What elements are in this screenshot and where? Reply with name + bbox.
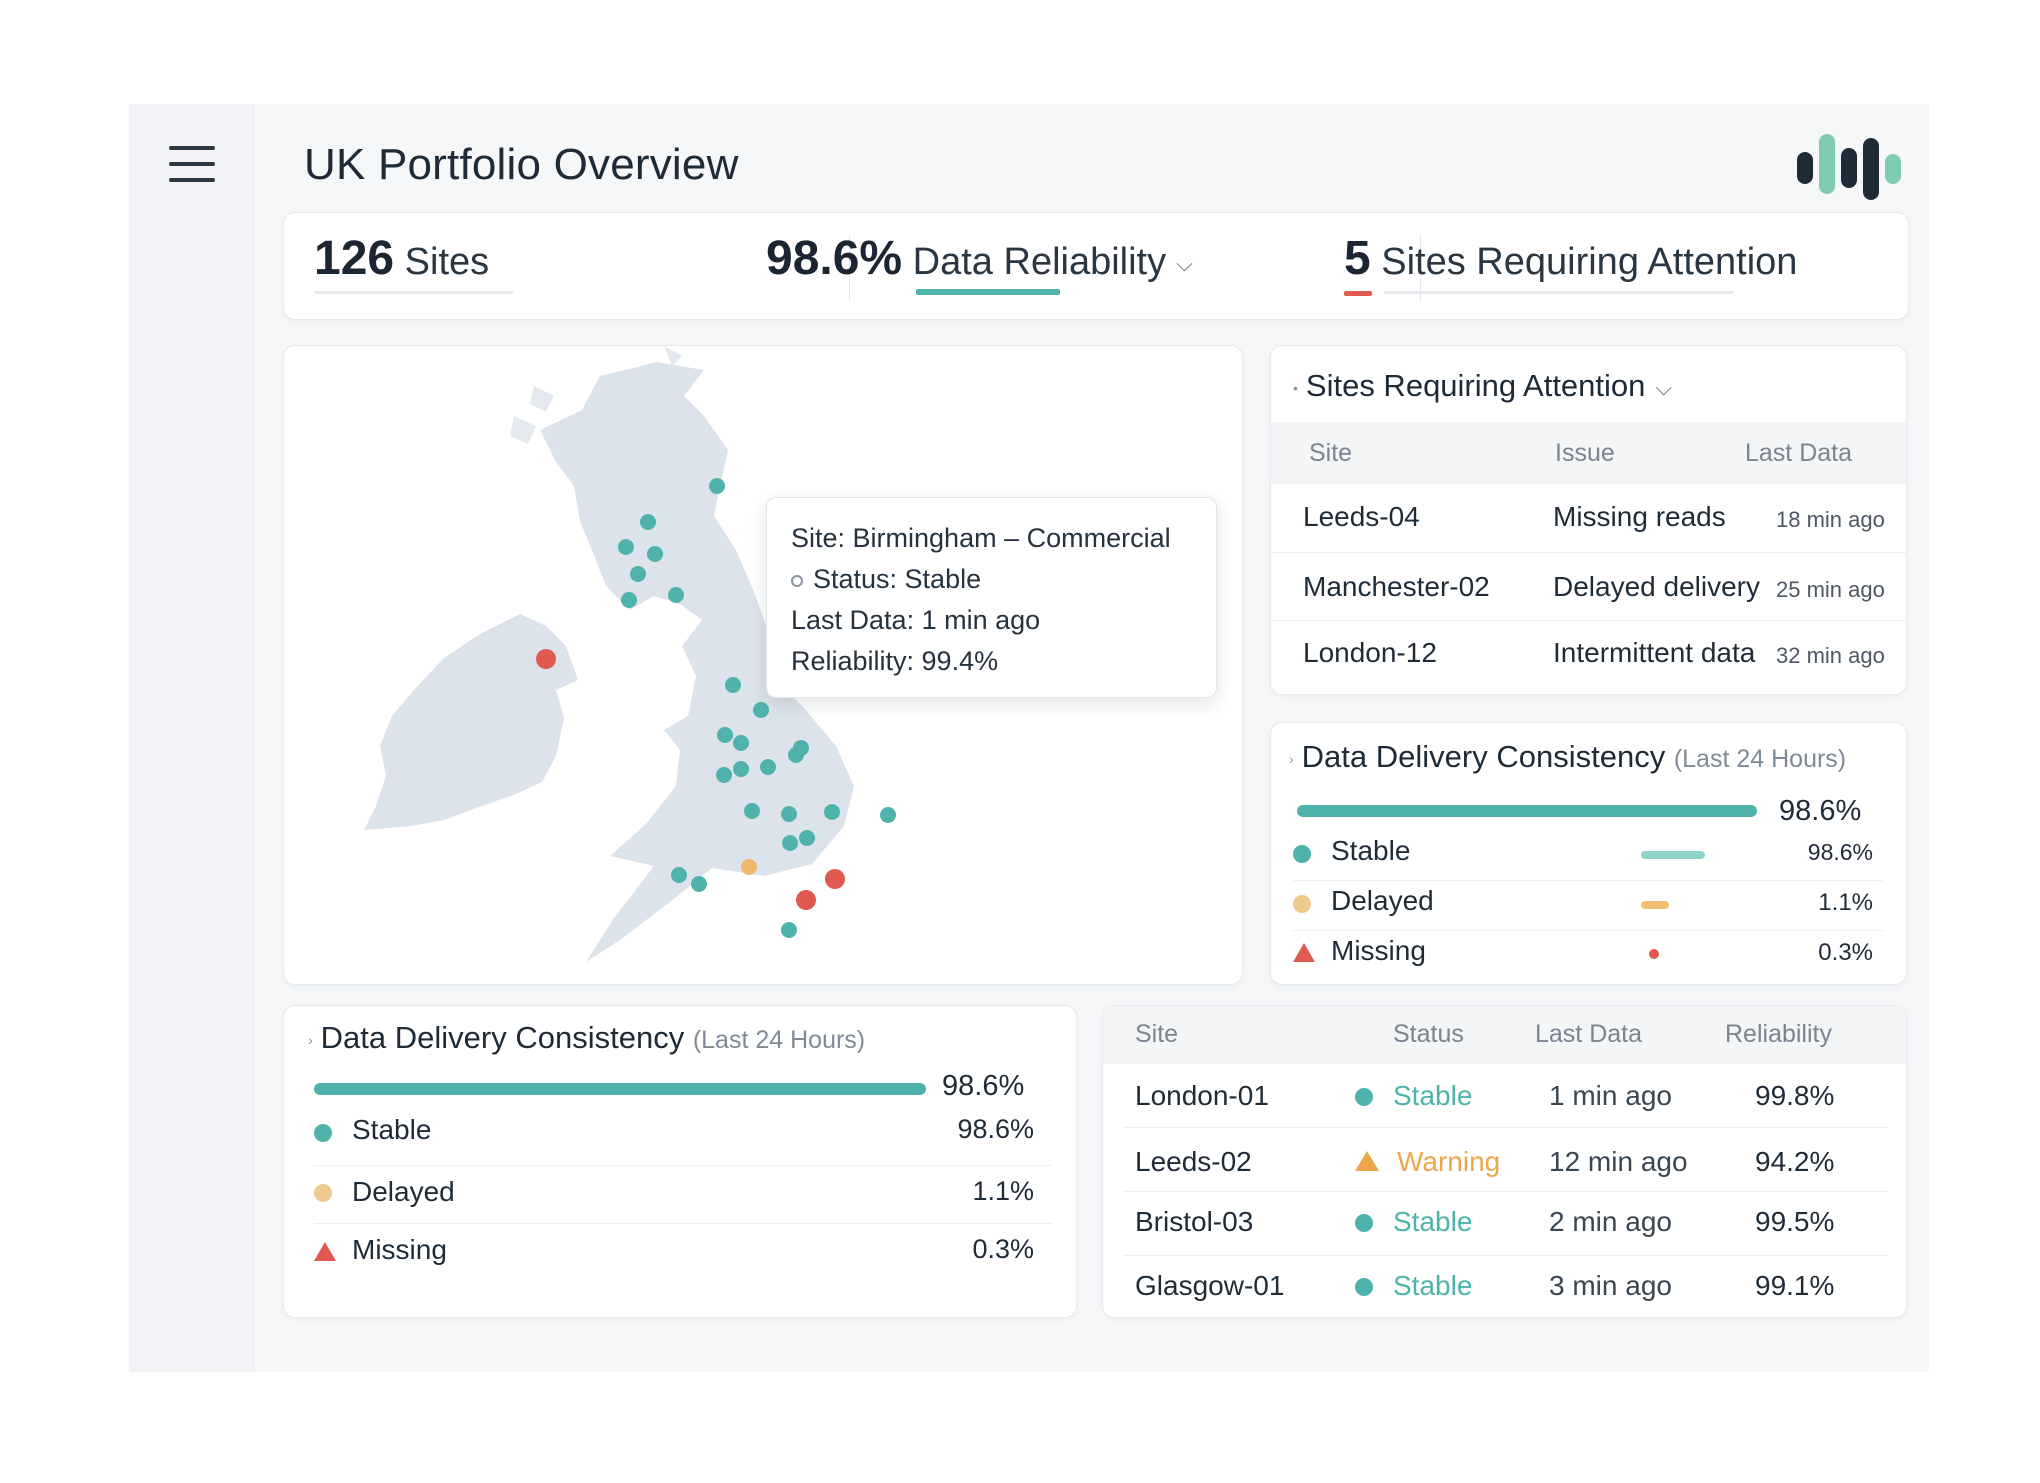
bullet-icon: •	[1293, 379, 1298, 396]
table-row[interactable]: London-01 Stable 1 min ago 99.8%	[1123, 1064, 1888, 1128]
legend-row-delayed: Delayed 1.1%	[314, 1166, 1052, 1224]
site-marker-stable[interactable]	[717, 727, 733, 743]
site-marker-stable[interactable]	[621, 592, 637, 608]
site-marker-stable[interactable]	[781, 922, 797, 938]
warning-triangle-icon	[314, 1242, 336, 1261]
chevron-down-icon[interactable]: ⌵	[1655, 374, 1673, 400]
consistency-title[interactable]: › Data Delivery Consistency (Last 24 Hour…	[308, 1020, 866, 1055]
site-marker-stable[interactable]	[788, 747, 804, 763]
attention-panel: • Sites Requiring Attention ⌵ Site Issue L…	[1270, 345, 1907, 695]
site-marker-stable[interactable]	[824, 804, 840, 820]
tooltip-status: Status: Stable	[791, 559, 1192, 600]
legend-row-delayed: Delayed 1.1%	[1293, 881, 1883, 931]
site-marker-stable[interactable]	[671, 867, 687, 883]
kpi-bar: 126 Sites 98.6% Data Reliability ⌵ 5 Site…	[283, 212, 1909, 320]
stable-dot-icon	[1355, 1214, 1373, 1232]
stable-dot-icon	[314, 1124, 332, 1142]
chevron-right-icon[interactable]: ›	[1289, 750, 1294, 767]
dashboard-app: UK Portfolio Overview 126 Sites 98.6% Da…	[129, 104, 1929, 1372]
kpi-sites: 126 Sites	[314, 232, 490, 285]
site-marker-stable[interactable]	[753, 702, 769, 718]
legend-row-stable: Stable 98.6%	[1293, 831, 1883, 881]
site-marker-stable[interactable]	[691, 876, 707, 892]
site-marker-stable[interactable]	[709, 478, 725, 494]
delayed-dot-icon	[314, 1184, 332, 1202]
site-marker-stable[interactable]	[799, 830, 815, 846]
table-row[interactable]: Manchester-02 Delayed delivery 25 min ag…	[1271, 553, 1906, 621]
site-marker-stable[interactable]	[668, 587, 684, 603]
site-marker-stable[interactable]	[640, 514, 656, 530]
overall-progress-bar	[314, 1083, 926, 1095]
stable-dot-icon	[1355, 1088, 1373, 1106]
map-tooltip: Site: Birmingham – Commercial Status: St…	[766, 497, 1217, 698]
table-row[interactable]: Glasgow-01 Stable 3 min ago 99.1%	[1135, 1270, 1835, 1301]
tooltip-reliability: Reliability: 99.4%	[791, 646, 999, 676]
site-marker-stable[interactable]	[647, 546, 663, 562]
site-marker-missing[interactable]	[825, 869, 845, 889]
bars-logo-icon	[1797, 134, 1901, 200]
site-marker-stable[interactable]	[630, 566, 646, 582]
tooltip-site: Site: Birmingham – Commercial	[791, 523, 1171, 553]
sidebar	[129, 104, 254, 1372]
delayed-mini-bar	[1641, 901, 1669, 909]
site-marker-stable[interactable]	[760, 759, 776, 775]
great-britain-landmass	[540, 362, 854, 962]
legend-row-missing: Missing 0.3%	[314, 1224, 1052, 1284]
stable-dot-icon	[1293, 845, 1311, 863]
consistency-panel-left: › Data Delivery Consistency (Last 24 Hour…	[283, 1005, 1077, 1318]
stable-mini-bar	[1641, 851, 1705, 859]
consistency-title[interactable]: › Data Delivery Consistency (Last 24 Hour…	[1289, 739, 1847, 774]
kpi-reliability[interactable]: 98.6% Data Reliability ⌵	[766, 232, 1193, 285]
site-marker-stable[interactable]	[744, 803, 760, 819]
overall-progress-bar	[1297, 805, 1757, 817]
chevron-down-icon[interactable]: ⌵	[1176, 250, 1193, 276]
hamburger-menu-icon[interactable]	[169, 146, 215, 182]
table-row[interactable]: Leeds-04 Missing reads 18 min ago	[1271, 485, 1906, 553]
site-marker-stable[interactable]	[782, 835, 798, 851]
site-marker-stable[interactable]	[733, 735, 749, 751]
consistency-panel-right: › Data Delivery Consistency (Last 24 Hour…	[1270, 722, 1907, 985]
legend-row-stable: Stable 98.6%	[314, 1110, 1052, 1166]
delayed-dot-icon	[1293, 895, 1311, 913]
table-row[interactable]: London-12 Intermittent data 32 min ago	[1303, 637, 1885, 668]
sites-table-header: Site Status Last Data Reliability	[1103, 1006, 1906, 1064]
site-markers[interactable]	[284, 346, 1244, 986]
site-marker-delayed[interactable]	[741, 859, 757, 875]
sites-status-table: Site Status Last Data Reliability London…	[1102, 1005, 1907, 1318]
table-row[interactable]: Leeds-02 Warning 12 min ago 94.2%	[1123, 1128, 1888, 1192]
legend-row-missing: Missing 0.3%	[1293, 931, 1883, 981]
stable-dot-icon	[1355, 1278, 1373, 1296]
warning-triangle-icon	[1355, 1151, 1379, 1171]
site-marker-stable[interactable]	[725, 677, 741, 693]
page-title: UK Portfolio Overview	[304, 140, 739, 189]
site-marker-stable[interactable]	[880, 807, 896, 823]
missing-mini-dot	[1649, 949, 1659, 959]
chevron-right-icon[interactable]: ›	[308, 1031, 313, 1048]
site-marker-missing[interactable]	[536, 649, 556, 669]
table-row[interactable]: Bristol-03 Stable 2 min ago 99.5%	[1123, 1192, 1888, 1256]
ireland-landmass	[364, 614, 578, 830]
site-marker-stable[interactable]	[781, 806, 797, 822]
warning-triangle-icon	[1293, 943, 1315, 962]
kpi-attention[interactable]: 5 Sites Requiring Attention	[1344, 232, 1798, 285]
site-marker-stable[interactable]	[618, 539, 634, 555]
site-marker-missing[interactable]	[796, 890, 816, 910]
tooltip-last-data: Last Data: 1 min ago	[791, 605, 1041, 635]
site-marker-stable[interactable]	[716, 767, 732, 783]
status-icon	[791, 574, 803, 587]
attention-panel-title[interactable]: • Sites Requiring Attention ⌵	[1293, 368, 1673, 403]
uk-map[interactable]	[284, 346, 1244, 986]
attention-table-header: Site Issue Last Data	[1271, 422, 1906, 484]
site-marker-stable[interactable]	[733, 761, 749, 777]
